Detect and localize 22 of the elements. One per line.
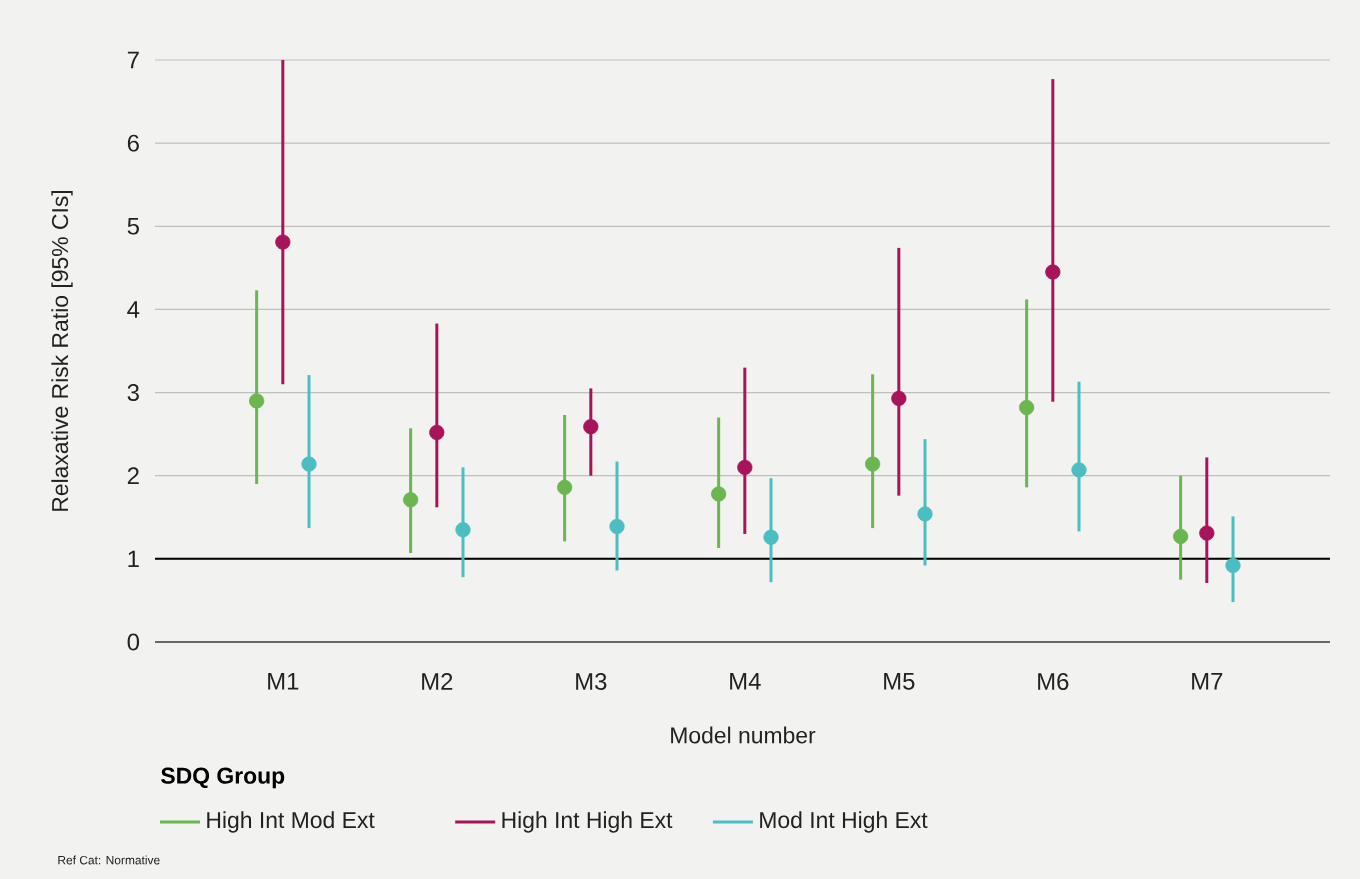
x-axis-title: Model number: [671, 726, 816, 744]
y-tick-label: 4: [127, 301, 140, 318]
y-tick-label: 2: [127, 467, 139, 485]
y-tick-label: 0: [127, 633, 140, 651]
y-tick-label: 3: [127, 384, 139, 402]
legend-label: Mod Int High Ext: [760, 811, 928, 833]
x-tick-label: M3: [576, 673, 607, 690]
x-tick-label: M7: [1192, 673, 1223, 690]
y-axis-title: Relaxative Risk Ratio [95% CIs]: [51, 190, 73, 511]
legend-label: High Int Mod Ext: [207, 811, 375, 833]
x-tick-label: M6: [1038, 673, 1069, 690]
y-tick-label: 1: [128, 550, 139, 568]
x-tick-label: M4: [730, 673, 761, 690]
text: Ref Cat: Normative: [58, 855, 160, 865]
y-tick-label: 6: [127, 134, 139, 152]
y-tick-label: 5: [127, 217, 139, 235]
x-tick-label: M2: [422, 673, 453, 690]
x-tick-label: M5: [884, 673, 915, 690]
y-tick-label: 7: [127, 51, 139, 69]
legend-label: High Int High Ext: [502, 811, 673, 833]
legend-title: SDQ Group: [161, 767, 285, 789]
x-tick-label: M1: [268, 673, 299, 690]
